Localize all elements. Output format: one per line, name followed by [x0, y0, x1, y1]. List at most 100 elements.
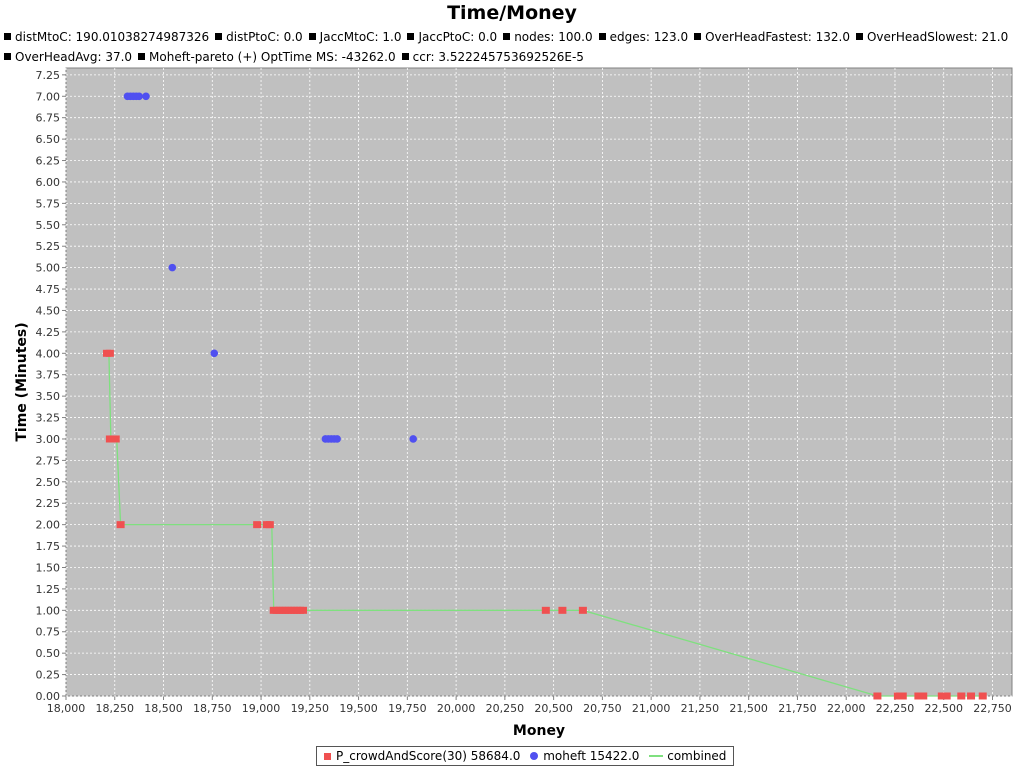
data-point-crowd [265, 521, 274, 529]
subtitle-text: nodes: 100.0 [514, 30, 593, 44]
subtitle-square-icon [215, 33, 223, 40]
y-tick-label: 0.75 [36, 626, 61, 639]
data-point-crowd [558, 606, 567, 614]
legend-label-combined: combined [667, 749, 727, 763]
x-tick-label: 20,500 [534, 702, 573, 715]
y-tick-label: 4.50 [36, 304, 61, 317]
y-tick-label: 6.75 [36, 112, 61, 125]
x-tick-label: 19,000 [242, 702, 281, 715]
data-point-moheft [210, 349, 219, 358]
y-tick-label: 0.25 [36, 669, 61, 682]
subtitle-text: OverHeadFastest: 132.0 [705, 30, 850, 44]
legend-circle-icon [530, 752, 539, 760]
y-tick-label: 1.00 [36, 604, 61, 617]
subtitle-square-icon [308, 33, 316, 40]
x-tick-label: 20,250 [486, 702, 525, 715]
subtitle-item: ccr: 3.522245753692526E-5 [401, 47, 584, 67]
legend-square-icon [324, 753, 331, 760]
chart-subtitles: distMtoC: 190.01038274987326 distPtoC: 0.… [4, 27, 1020, 67]
y-tick-label: 5.75 [36, 197, 61, 210]
x-tick-label: 22,500 [924, 702, 963, 715]
y-tick-label: 3.75 [36, 369, 61, 382]
x-axis-label: Money [513, 723, 565, 739]
y-tick-label: 4.25 [36, 326, 61, 339]
data-point-crowd [578, 606, 587, 614]
x-tick-label: 18,750 [193, 702, 232, 715]
data-point-moheft [409, 435, 417, 443]
data-point-crowd [253, 521, 262, 529]
y-tick-label: 5.25 [36, 240, 61, 253]
subtitle-text: OverHeadAvg: 37.0 [15, 50, 133, 64]
x-tick-label: 21,250 [681, 702, 720, 715]
data-point-crowd [942, 692, 951, 700]
x-tick-label: 22,750 [973, 702, 1012, 715]
y-tick-label: 2.00 [36, 519, 61, 532]
subtitle-square-icon [694, 33, 702, 40]
y-tick-label: 0.00 [36, 690, 61, 703]
subtitle-item: distPtoC: 0.0 [215, 27, 303, 47]
data-point-crowd [541, 606, 550, 614]
subtitle-text: edges: 123.0 [609, 30, 689, 44]
x-tick-label: 18,000 [47, 702, 86, 715]
x-tick-label: 22,250 [876, 702, 915, 715]
y-tick-label: 6.25 [36, 155, 61, 168]
y-tick-label: 1.50 [36, 561, 61, 574]
data-point-crowd [873, 692, 882, 700]
y-tick-label: 4.00 [36, 347, 61, 360]
subtitle-item: distMtoC: 190.01038274987326 [4, 27, 209, 47]
data-point-crowd [978, 692, 987, 700]
y-tick-label: 6.00 [36, 176, 61, 189]
subtitle-text: Moheft-pareto (+) OptTime MS: -43262.0 [149, 50, 396, 64]
y-tick-label: 2.75 [36, 454, 61, 467]
subtitle-square-icon [503, 33, 511, 40]
legend: P_crowdAndScore(30) 58684.0 moheft 15422… [316, 746, 735, 766]
x-tick-label: 19,750 [388, 702, 427, 715]
subtitle-text: distPtoC: 0.0 [226, 30, 303, 44]
subtitle-square-icon [4, 53, 11, 60]
subtitle-text: ccr: 3.522245753692526E-5 [412, 50, 584, 64]
data-point-crowd [914, 692, 923, 700]
subtitle-item: JaccMtoC: 1.0 [308, 27, 401, 47]
subtitle-item: OverHeadAvg: 37.0 [4, 47, 132, 67]
chart-title: Time/Money [447, 2, 577, 24]
y-tick-label: 6.50 [36, 133, 61, 146]
x-tick-label: 22,000 [827, 702, 866, 715]
subtitle-text: JaccPtoC: 0.0 [418, 30, 498, 44]
x-tick-label: 21,000 [632, 702, 671, 715]
y-tick-label: 3.25 [36, 412, 61, 425]
y-tick-label: 3.00 [36, 433, 61, 446]
legend-item-crowd: P_crowdAndScore(30) 58684.0 [324, 749, 520, 763]
data-point-moheft [142, 92, 150, 101]
data-point-crowd [893, 692, 902, 700]
y-tick-label: 2.25 [36, 497, 61, 510]
x-tick-label: 20,750 [583, 702, 622, 715]
subtitle-text: OverHeadSlowest: 21.0 [866, 30, 1009, 44]
data-point-moheft [333, 435, 341, 443]
legend-item-combined: combined [649, 749, 726, 763]
legend-label-crowd: P_crowdAndScore(30) 58684.0 [336, 749, 521, 763]
data-point-crowd [937, 692, 946, 700]
y-tick-label: 5.50 [36, 219, 61, 232]
y-tick-label: 1.75 [36, 540, 61, 553]
y-tick-label: 5.00 [36, 262, 61, 275]
data-point-crowd [111, 435, 120, 443]
legend-item-moheft: moheft 15422.0 [530, 749, 639, 763]
subtitle-text: distMtoC: 190.01038274987326 [15, 30, 210, 44]
y-tick-label: 4.75 [36, 283, 61, 296]
y-axis-label: Time (Minutes) [14, 322, 30, 441]
y-tick-label: 1.25 [36, 583, 61, 596]
x-tick-label: 21,500 [729, 702, 768, 715]
x-tick-label: 21,750 [778, 702, 817, 715]
x-tick-label: 19,500 [339, 702, 378, 715]
legend-label-moheft: moheft 15422.0 [543, 749, 640, 763]
x-tick-label: 20,000 [437, 702, 476, 715]
y-tick-label: 3.50 [36, 390, 61, 403]
data-point-moheft [135, 92, 143, 101]
subtitle-square-icon [401, 53, 409, 60]
subtitle-square-icon [407, 33, 415, 40]
data-point-crowd [116, 521, 125, 529]
subtitle-item: OverHeadFastest: 132.0 [694, 27, 850, 47]
plot-background [65, 67, 1013, 697]
x-tick-label: 18,500 [144, 702, 183, 715]
